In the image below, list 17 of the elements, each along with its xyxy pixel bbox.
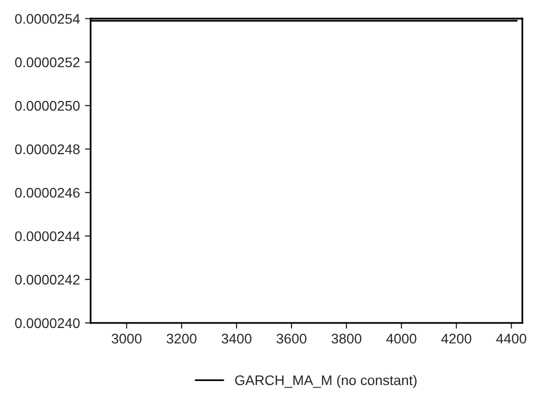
y-tick-label: 0.0000240 xyxy=(15,318,80,328)
legend-label: GARCH_MA_M (no constant) xyxy=(235,374,417,388)
x-tick-label: 4200 xyxy=(441,334,472,344)
y-tick-label: 0.0000252 xyxy=(15,57,80,68)
x-tick-label: 3200 xyxy=(166,334,196,344)
x-tick-label: 4000 xyxy=(386,334,416,344)
x-tick-label: 4400 xyxy=(496,334,526,344)
x-tick-label: 3600 xyxy=(276,334,306,344)
x-tick-label: 3400 xyxy=(222,334,252,344)
y-tick-label: 0.0000248 xyxy=(15,144,80,154)
y-tick-label: 0.0000250 xyxy=(15,100,80,111)
y-tick-label: 0.0000246 xyxy=(15,188,80,198)
x-tick-label: 3800 xyxy=(332,334,362,344)
y-tick-label: 0.0000242 xyxy=(15,274,80,285)
y-tick-label: 0.0000244 xyxy=(15,231,80,242)
y-tick-label: 0.0000254 xyxy=(15,14,80,24)
x-tick-label: 3000 xyxy=(112,334,142,344)
